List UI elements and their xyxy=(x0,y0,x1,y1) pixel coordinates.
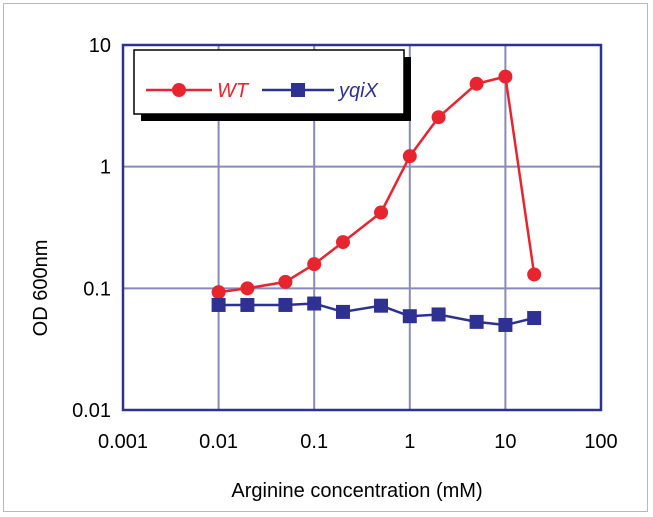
data-point xyxy=(431,307,446,322)
series-yqix xyxy=(211,296,542,332)
data-point xyxy=(240,297,255,312)
series-layer xyxy=(211,69,542,332)
y-tick-label: 1 xyxy=(100,157,111,179)
data-point xyxy=(402,309,417,324)
data-point xyxy=(278,274,293,289)
legend-label-yqix: yqiX xyxy=(337,80,379,102)
series-wt xyxy=(211,69,542,300)
y-tick-label: 10 xyxy=(89,35,111,57)
x-tick-label: 0.01 xyxy=(199,431,238,453)
data-point xyxy=(211,297,226,312)
data-point xyxy=(335,235,350,250)
legend-marker-wt xyxy=(172,83,186,97)
data-point xyxy=(527,267,542,282)
x-tick-label: 0.1 xyxy=(300,431,328,453)
data-point xyxy=(498,317,513,332)
data-point xyxy=(402,149,417,164)
data-point xyxy=(374,298,389,313)
legend-box xyxy=(133,49,405,115)
x-tick-label: 10 xyxy=(494,431,516,453)
x-tick-label: 0.001 xyxy=(98,431,148,453)
data-point xyxy=(431,110,446,125)
data-point xyxy=(374,205,389,220)
plot-area-border xyxy=(121,43,603,412)
figure-frame xyxy=(3,3,648,512)
y-tick-label: 0.1 xyxy=(83,278,111,300)
data-point xyxy=(240,281,255,296)
legend-label-wt: WT xyxy=(217,80,250,102)
data-point xyxy=(527,311,542,326)
legend-marker-yqix xyxy=(291,83,305,97)
x-tick-label: 100 xyxy=(584,431,617,453)
legend: WT yqiX xyxy=(133,49,411,121)
y-tick-label: 0.01 xyxy=(72,400,111,422)
data-point xyxy=(498,69,513,84)
data-point xyxy=(278,297,293,312)
data-point xyxy=(469,76,484,91)
y-axis-title: OD 600nm xyxy=(30,240,52,337)
data-point xyxy=(307,296,322,311)
tick-labels: 0.001 0.01 0.1 1 10 100 0.01 0.1 1 10 xyxy=(72,35,618,453)
x-axis-title: Arginine concentration (mM) xyxy=(231,480,482,502)
data-point xyxy=(335,304,350,319)
data-point xyxy=(307,257,322,272)
x-tick-label: 1 xyxy=(404,431,415,453)
data-point xyxy=(469,314,484,329)
data-point xyxy=(211,285,226,300)
